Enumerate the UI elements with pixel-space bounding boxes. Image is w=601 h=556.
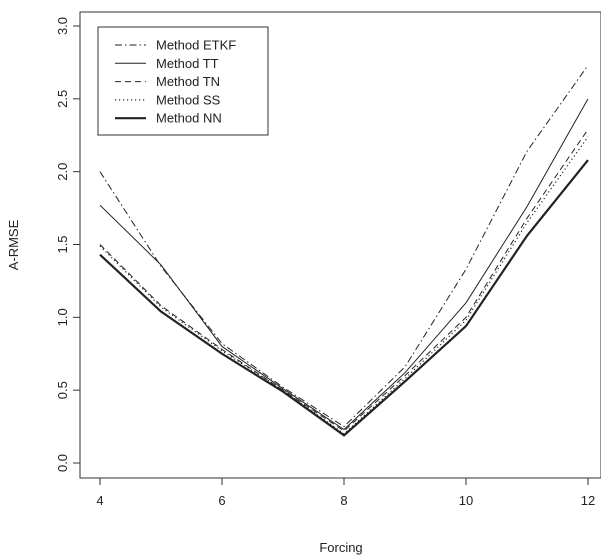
y-axis-title: A-RMSE — [6, 219, 21, 270]
legend-label-1: Method TT — [156, 56, 219, 71]
x-tick-label: 8 — [340, 493, 347, 508]
y-tick-label: 0.0 — [55, 454, 70, 472]
y-axis: 0.0 0.5 1.0 1.5 2.0 2.5 3.0 — [55, 17, 81, 472]
y-tick-label: 3.0 — [55, 17, 70, 35]
legend-label-4: Method NN — [156, 111, 222, 126]
y-tick-label: 1.5 — [55, 235, 70, 253]
legend-label-2: Method TN — [156, 74, 220, 89]
x-axis: 4 6 8 10 12 — [96, 477, 595, 508]
x-axis-title: Forcing — [319, 540, 362, 555]
y-tick-label: 2.5 — [55, 90, 70, 108]
series-layer — [99, 65, 589, 437]
x-tick-label: 4 — [96, 493, 103, 508]
legend-label-3: Method SS — [156, 92, 221, 107]
y-tick-label: 0.5 — [55, 381, 70, 399]
x-tick-label: 6 — [218, 493, 225, 508]
legend-box — [97, 26, 269, 136]
series-line-3 — [99, 136, 589, 435]
y-tick-label: 1.0 — [55, 308, 70, 326]
x-tick-label: 12 — [581, 493, 595, 508]
series-line-4 — [99, 159, 589, 437]
series-line-2 — [99, 129, 589, 432]
x-tick-label: 10 — [459, 493, 473, 508]
y-tick-label: 2.0 — [55, 163, 70, 181]
legend: Method ETKF Method TT Method TN Method SS Me… — [97, 26, 269, 136]
series-line-1 — [99, 98, 589, 431]
legend-label-0: Method ETKF — [156, 38, 236, 53]
